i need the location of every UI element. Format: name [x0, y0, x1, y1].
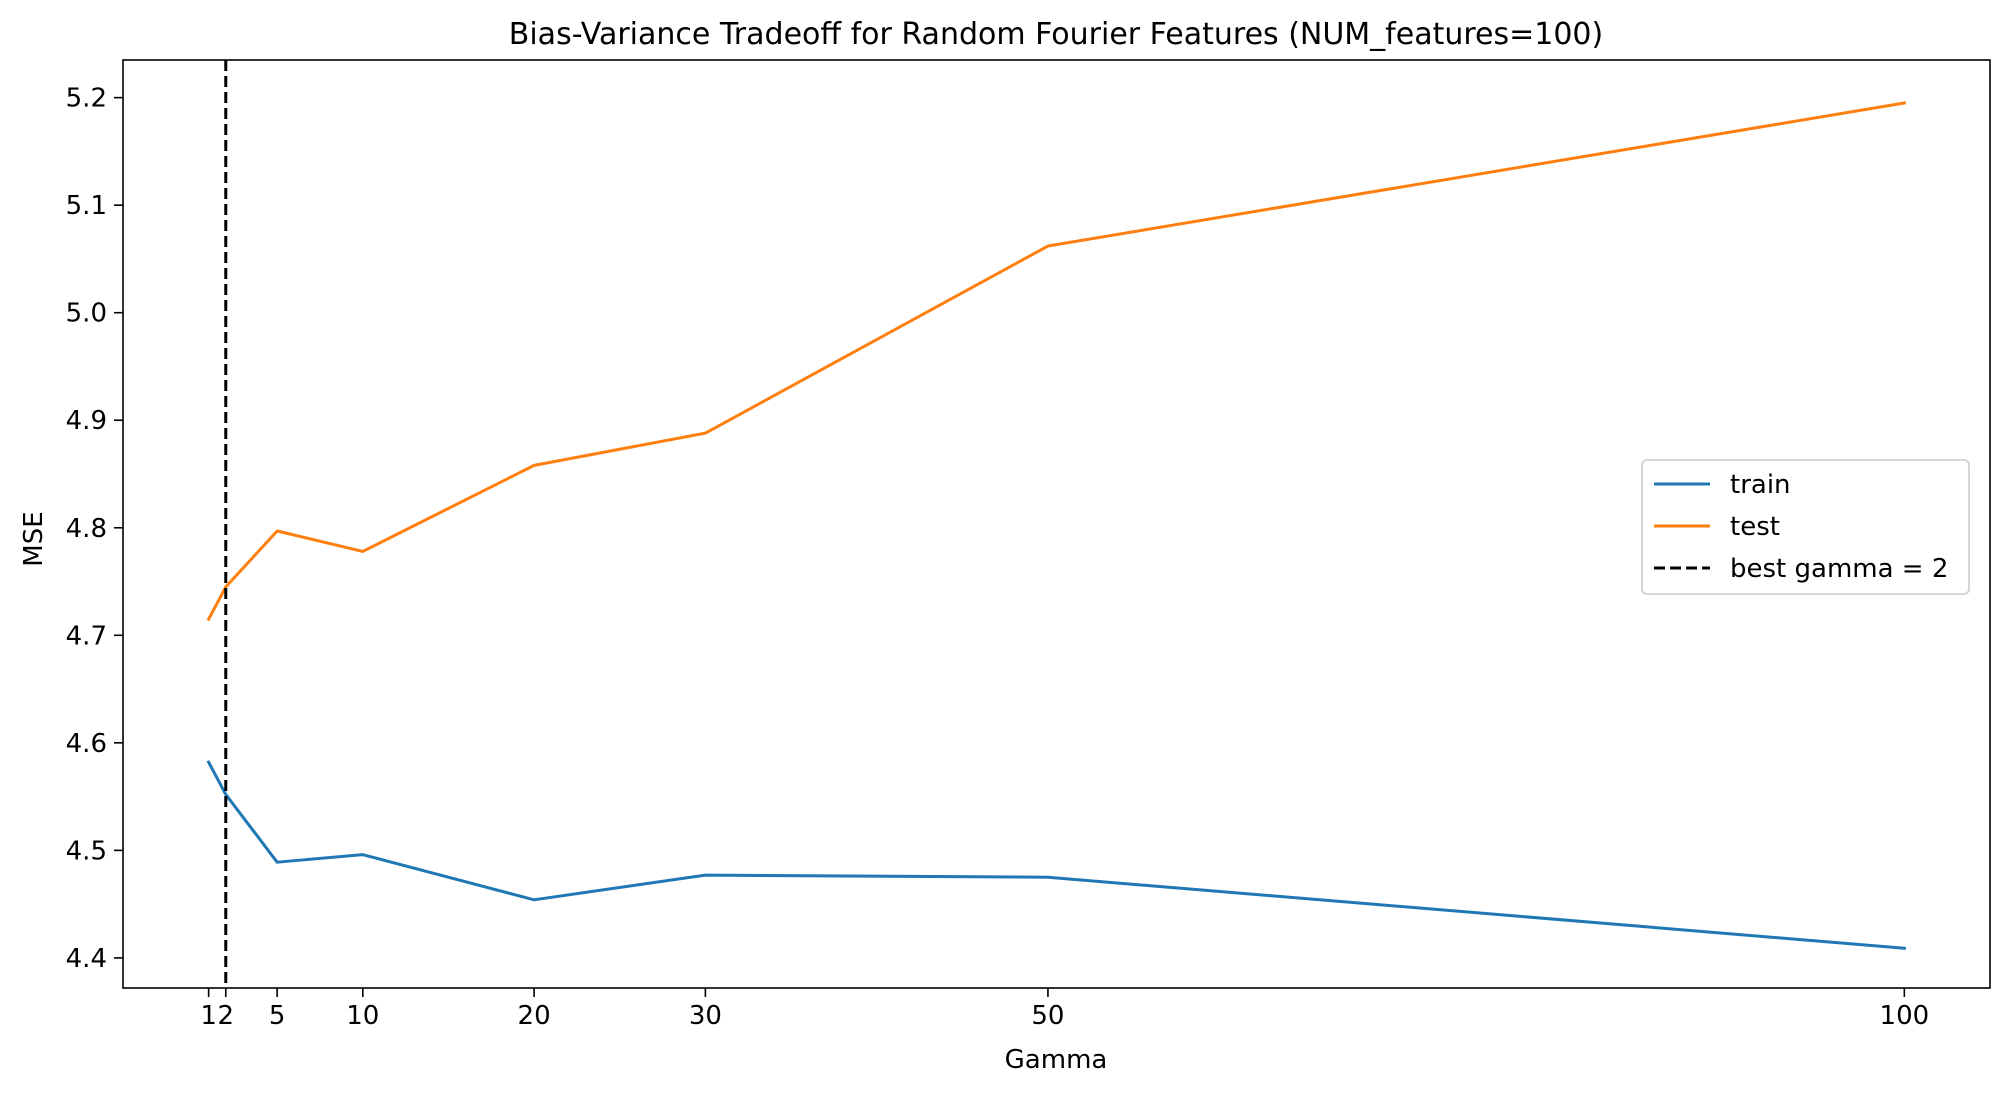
y-tick-label: 4.4 [66, 944, 107, 974]
legend-label: test [1730, 512, 1780, 542]
y-tick-label: 4.6 [66, 729, 107, 759]
x-tick-label: 20 [518, 1001, 551, 1031]
plot-area [206, 60, 1907, 988]
y-axis-label: MSE [19, 511, 49, 566]
x-axis-label: Gamma [1005, 1045, 1108, 1075]
legend-label: train [1730, 470, 1791, 500]
y-tick-label: 4.8 [66, 514, 107, 544]
x-tick-label: 1 [200, 1001, 217, 1031]
x-tick-label: 2 [217, 1001, 234, 1031]
y-tick-label: 5.2 [66, 84, 107, 114]
y-tick-label: 5.0 [66, 299, 107, 329]
x-tick-label: 5 [269, 1001, 286, 1031]
plot-frame [122, 59, 1991, 989]
legend-label: best gamma = 2 [1730, 554, 1948, 584]
series-line-train [206, 760, 1906, 950]
y-tick-label: 4.7 [66, 621, 107, 651]
y-tick-label: 5.1 [66, 191, 107, 221]
y-tick-label: 4.5 [66, 836, 107, 866]
legend-box [1641, 459, 1970, 595]
x-tick-label: 10 [346, 1001, 379, 1031]
y-tick-label: 4.9 [66, 406, 107, 436]
x-tick-label: 50 [1031, 1001, 1064, 1031]
x-tick-label: 100 [1880, 1001, 1930, 1031]
series-line-test [206, 101, 1907, 622]
chart-title: Bias-Variance Tradeoff for Random Fourie… [509, 17, 1603, 52]
x-tick-label: 30 [689, 1001, 722, 1031]
